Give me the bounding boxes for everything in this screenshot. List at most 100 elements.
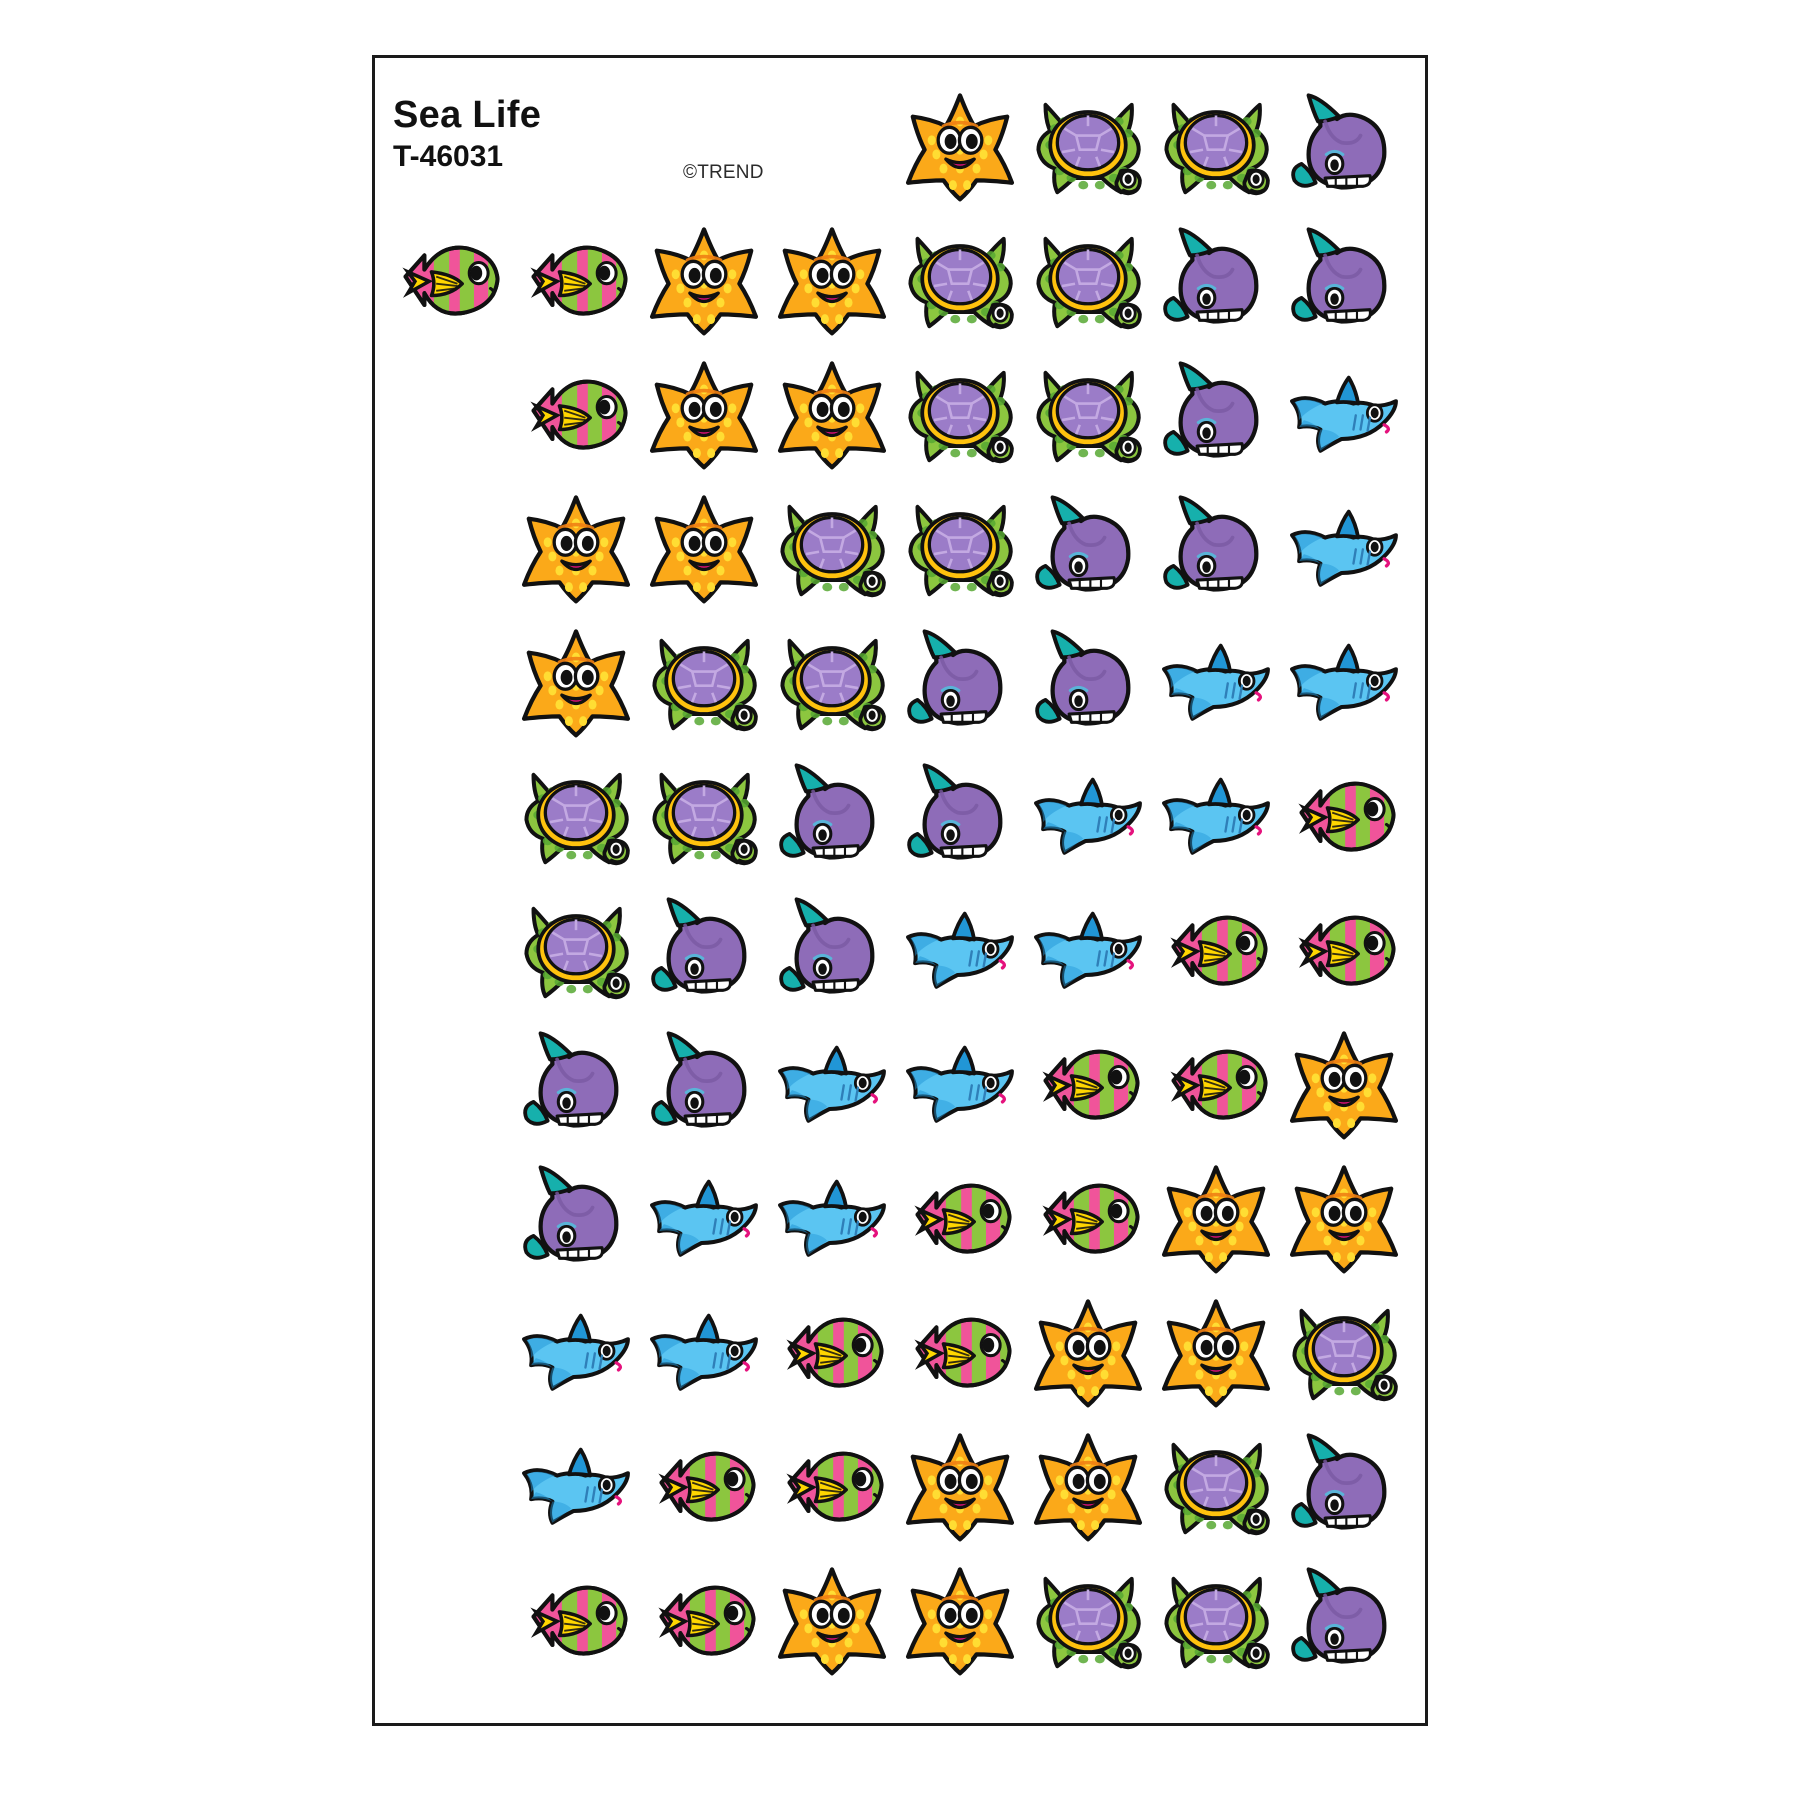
shark-art [1162, 643, 1270, 721]
starfish-sticker[interactable] [1157, 1292, 1275, 1410]
whale-sticker[interactable] [645, 890, 763, 1008]
starfish-sticker[interactable] [901, 86, 1019, 204]
whale-art [651, 1031, 747, 1128]
sea-turtle-sticker[interactable] [901, 220, 1019, 338]
whale-sticker[interactable] [773, 756, 891, 874]
tropical-fish-sticker[interactable] [1285, 890, 1403, 1008]
starfish-sticker[interactable] [901, 1560, 1019, 1678]
sea-turtle-sticker[interactable] [901, 488, 1019, 606]
whale-sticker[interactable] [517, 1158, 635, 1276]
sea-turtle-art [908, 236, 1014, 330]
sea-turtle-sticker[interactable] [773, 488, 891, 606]
whale-sticker[interactable] [1285, 86, 1403, 204]
whale-sticker[interactable] [1285, 1426, 1403, 1544]
starfish-sticker[interactable] [1285, 1158, 1403, 1276]
whale-sticker[interactable] [1157, 220, 1275, 338]
shark-art [778, 1045, 886, 1123]
starfish-sticker[interactable] [773, 354, 891, 472]
tropical-fish-sticker[interactable] [517, 1560, 635, 1678]
sea-turtle-sticker[interactable] [1029, 220, 1147, 338]
sea-turtle-art [1164, 102, 1270, 196]
shark-sticker[interactable] [645, 1292, 763, 1410]
starfish-sticker[interactable] [645, 220, 763, 338]
sea-turtle-sticker[interactable] [1157, 1426, 1275, 1544]
sea-turtle-sticker[interactable] [1157, 1560, 1275, 1678]
starfish-sticker[interactable] [645, 488, 763, 606]
tropical-fish-sticker[interactable] [1029, 1158, 1147, 1276]
sea-turtle-sticker[interactable] [1285, 1292, 1403, 1410]
shark-sticker[interactable] [645, 1158, 763, 1276]
tropical-fish-sticker[interactable] [901, 1292, 1019, 1410]
sea-turtle-art [1036, 370, 1142, 464]
sea-turtle-sticker[interactable] [1157, 86, 1275, 204]
starfish-sticker[interactable] [773, 1560, 891, 1678]
whale-sticker[interactable] [1157, 488, 1275, 606]
whale-art [1291, 1567, 1387, 1664]
shark-sticker[interactable] [773, 1158, 891, 1276]
whale-sticker[interactable] [517, 1024, 635, 1142]
tropical-fish-sticker[interactable] [1029, 1024, 1147, 1142]
sea-turtle-art [1036, 102, 1142, 196]
tropical-fish-sticker[interactable] [645, 1560, 763, 1678]
shark-sticker[interactable] [517, 1292, 635, 1410]
starfish-sticker[interactable] [773, 220, 891, 338]
sea-turtle-sticker[interactable] [645, 756, 763, 874]
whale-sticker[interactable] [1029, 622, 1147, 740]
tropical-fish-sticker[interactable] [773, 1292, 891, 1410]
shark-sticker[interactable] [1285, 622, 1403, 740]
sea-turtle-art [1036, 236, 1142, 330]
starfish-sticker[interactable] [901, 1426, 1019, 1544]
sea-turtle-sticker[interactable] [901, 354, 1019, 472]
sea-turtle-sticker[interactable] [517, 890, 635, 1008]
tropical-fish-sticker[interactable] [517, 354, 635, 472]
whale-sticker[interactable] [901, 756, 1019, 874]
tropical-fish-sticker[interactable] [901, 1158, 1019, 1276]
whale-sticker[interactable] [1285, 220, 1403, 338]
starfish-sticker[interactable] [1029, 1292, 1147, 1410]
starfish-sticker[interactable] [1157, 1158, 1275, 1276]
tropical-fish-sticker[interactable] [1285, 756, 1403, 874]
tropical-fish-sticker[interactable] [773, 1426, 891, 1544]
starfish-sticker[interactable] [1285, 1024, 1403, 1142]
whale-sticker[interactable] [645, 1024, 763, 1142]
whale-sticker[interactable] [1029, 488, 1147, 606]
whale-sticker[interactable] [901, 622, 1019, 740]
sea-turtle-sticker[interactable] [773, 622, 891, 740]
tropical-fish-sticker[interactable] [517, 220, 635, 338]
starfish-sticker[interactable] [645, 354, 763, 472]
tropical-fish-sticker[interactable] [645, 1426, 763, 1544]
sea-turtle-art [1164, 1442, 1270, 1536]
starfish-sticker[interactable] [517, 488, 635, 606]
shark-sticker[interactable] [1029, 890, 1147, 1008]
shark-art [778, 1179, 886, 1257]
starfish-sticker[interactable] [517, 622, 635, 740]
whale-sticker[interactable] [773, 890, 891, 1008]
tropical-fish-sticker[interactable] [1157, 1024, 1275, 1142]
shark-sticker[interactable] [1157, 756, 1275, 874]
shark-sticker[interactable] [901, 1024, 1019, 1142]
sea-turtle-sticker[interactable] [645, 622, 763, 740]
sea-turtle-sticker[interactable] [517, 756, 635, 874]
whale-sticker[interactable] [1157, 354, 1275, 472]
shark-art [650, 1179, 758, 1257]
whale-art [1163, 227, 1259, 324]
shark-sticker[interactable] [1029, 756, 1147, 874]
starfish-art [905, 93, 1015, 202]
shark-sticker[interactable] [773, 1024, 891, 1142]
whale-sticker[interactable] [1285, 1560, 1403, 1678]
tropical-fish-sticker[interactable] [1157, 890, 1275, 1008]
tropical-fish-art [530, 1585, 628, 1656]
shark-sticker[interactable] [517, 1426, 635, 1544]
starfish-art [1289, 1031, 1399, 1140]
sea-turtle-sticker[interactable] [1029, 1560, 1147, 1678]
starfish-art [777, 361, 887, 470]
sticker-sheet: Sea Life T-46031 ©TREND [372, 55, 1428, 1726]
shark-sticker[interactable] [901, 890, 1019, 1008]
sea-turtle-sticker[interactable] [1029, 354, 1147, 472]
shark-sticker[interactable] [1285, 488, 1403, 606]
shark-sticker[interactable] [1157, 622, 1275, 740]
shark-sticker[interactable] [1285, 354, 1403, 472]
sea-turtle-sticker[interactable] [1029, 86, 1147, 204]
tropical-fish-sticker[interactable] [389, 220, 507, 338]
starfish-sticker[interactable] [1029, 1426, 1147, 1544]
